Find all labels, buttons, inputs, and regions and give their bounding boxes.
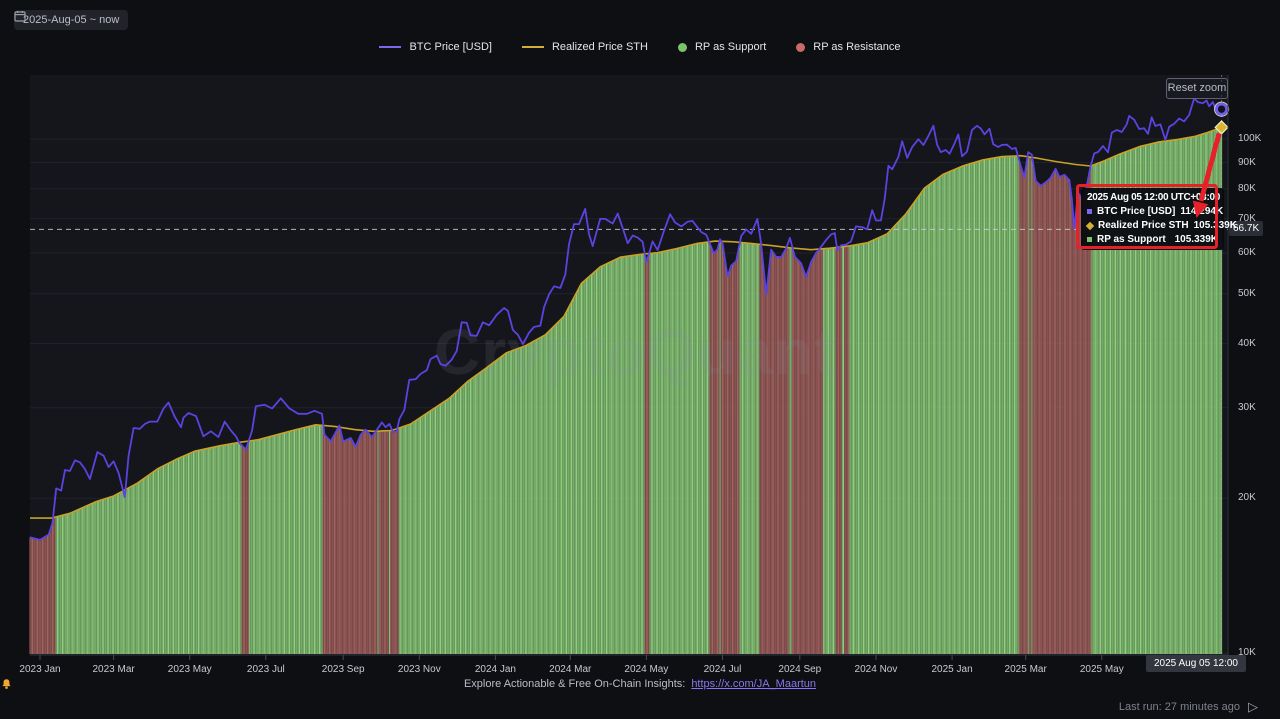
legend-label: Realized Price STH [551,41,648,53]
x-tick-label: 2023 Nov [397,664,441,675]
last-run-status: Last run: 27 minutes ago ▷ [1119,699,1258,715]
calendar-icon [14,11,26,22]
y-tick-label: 60K [1238,247,1256,259]
y-tick-label: 70K [1238,212,1256,224]
square-marker-icon [1087,237,1092,242]
x-tick-label: 2024 Sep [778,664,822,675]
x-tick-label: 2023 May [167,664,212,675]
y-tick-label: 30K [1238,401,1256,413]
footer-link[interactable]: https://x.com/JA_Maartun [691,678,817,690]
y-tick-label: 50K [1238,287,1256,299]
x-tick-label: 2023 Sep [321,664,365,675]
tooltip-series-value: 105.339K [1193,220,1237,231]
legend-item-1[interactable]: Realized Price STH [521,41,648,53]
legend-label: RP as Support [694,41,767,53]
reset-zoom-button[interactable]: Reset zoom [1166,78,1228,99]
x-tick-label: 2023 Mar [92,664,135,675]
legend-dot-swatch [677,42,687,52]
chart-legend: BTC Price [USD] Realized Price STH RP as S… [0,41,1280,53]
bell-icon [2,679,11,689]
legend-line-swatch [521,46,544,48]
y-tick-label: 10K [1238,647,1256,658]
legend-item-2[interactable]: RP as Support [677,41,767,53]
tooltip-series-value: 105.339K [1174,234,1218,245]
tooltip-title: 2025 Aug 05 12:00 UTC+03:00 [1087,192,1220,203]
y-tick-label: 100K [1238,133,1262,144]
watermark: CryptoQuant [434,316,836,388]
diamond-marker-icon [1085,221,1095,230]
x-axis-crosshair-badge: 2025 Aug 05 12:00 [1146,655,1246,672]
y-tick-label: 90K [1238,156,1256,168]
tooltip-series-label: Realized Price STH [1098,220,1189,231]
legend-line-swatch [379,46,402,48]
legend-item-0[interactable]: BTC Price [USD] [379,41,492,53]
legend-item-3[interactable]: RP as Resistance [796,41,901,53]
tooltip-series-label: RP as Support [1097,234,1166,245]
x-tick-label: 2024 Mar [549,664,592,675]
x-tick-label: 2025 Jan [931,664,973,675]
tooltip-series-label: BTC Price [USD] [1097,206,1176,217]
y-tick-label: 80K [1238,182,1256,194]
square-marker-icon [1087,209,1092,214]
x-tick-label: 2025 Mar [1004,664,1047,675]
x-tick-label: 2025 May [1079,664,1124,675]
footer-banner: Explore Actionable & Free On-Chain Insig… [0,678,1280,690]
last-run-text: Last run: 27 minutes ago [1118,701,1240,713]
run-play-icon[interactable]: ▷ [1248,699,1258,714]
y-axis-badge: 66.7K [1229,221,1264,237]
realized-price-end-marker [1214,120,1229,135]
x-tick-label: 2023 Jul [246,664,285,675]
tooltip-series-value: 114.294K [1180,206,1224,217]
x-tick-label: 2024 May [624,664,669,675]
date-range-label: 2025-Aug-05 ~ now [23,14,120,26]
x-tick-label: 2024 Jan [474,664,516,675]
btc-price-end-marker [1215,102,1228,116]
legend-dot-swatch [796,42,806,52]
y-tick-label: 40K [1238,337,1256,349]
legend-label: BTC Price [USD] [409,41,492,53]
x-tick-label: 2024 Jul [703,664,742,675]
chart-tooltip: 2025 Aug 05 12:00 UTC+03:00 BTC Price [U… [1081,188,1237,250]
x-tick-label: 2024 Nov [854,664,898,675]
date-range-chip[interactable]: 2025-Aug-05 ~ now [14,10,129,30]
x-tick-label: 2023 Jan [19,664,61,675]
footer-text: Explore Actionable & Free On-Chain Insig… [463,678,686,690]
tooltip-row: BTC Price [USD] 114.294K [1087,206,1223,217]
tooltip-row: RP as Support 105.339K [1087,234,1218,245]
legend-label: RP as Resistance [813,41,901,53]
y-tick-label: 20K [1238,492,1256,504]
tooltip-row: Realized Price STH 105.339K [1085,220,1237,231]
